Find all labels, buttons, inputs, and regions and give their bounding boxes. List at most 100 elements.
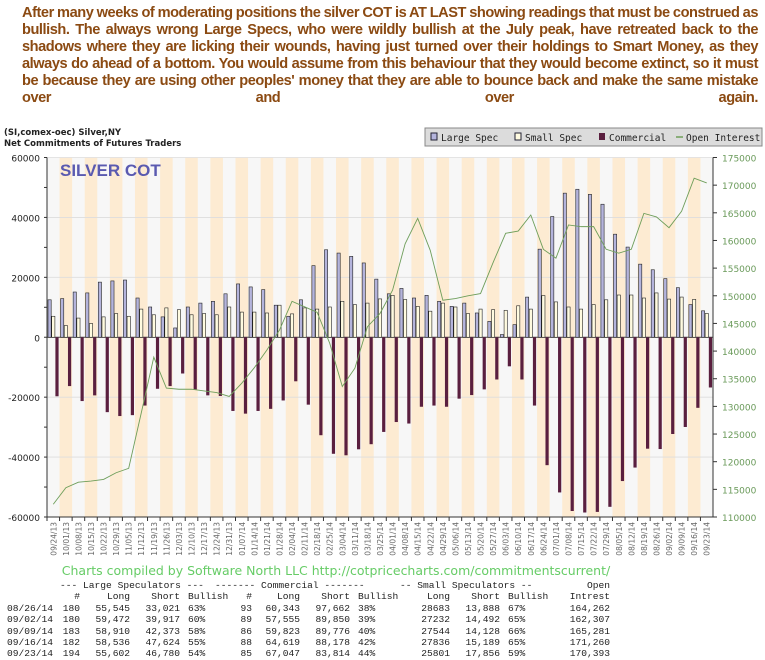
table-cell: 66%	[508, 625, 526, 637]
small-spec-bar	[126, 315, 131, 338]
table-cell: 171,260	[569, 636, 610, 648]
table-cell: 63%	[188, 603, 206, 614]
commercial-bar	[331, 337, 336, 454]
x-tick-label: 04/22/14	[426, 522, 435, 556]
x-tick-label: 08/19/14	[640, 522, 649, 556]
commentary-text: After many weeks of moderating positions…	[22, 5, 758, 106]
small-spec-bar	[554, 301, 558, 338]
small-spec-bar	[667, 298, 671, 338]
y2-tick-label: 150000	[722, 293, 757, 303]
table-header: Long	[106, 591, 130, 602]
large-spec-bar	[110, 280, 115, 338]
table-cell: 170,393	[569, 648, 610, 660]
x-tick-label: 10/29/13	[112, 522, 121, 556]
large-spec-bar	[701, 310, 705, 338]
x-tick-label: 10/01/13	[62, 522, 71, 556]
large-spec-bar	[638, 263, 643, 338]
table-cell: 14,128	[465, 625, 500, 637]
large-spec-bar	[299, 299, 303, 338]
small-spec-bar	[503, 309, 508, 338]
small-spec-bar	[340, 300, 345, 338]
commercial-bar	[105, 337, 109, 413]
small-spec-bar	[679, 296, 684, 338]
table-cell: 180	[62, 603, 80, 614]
small-spec-bar	[566, 306, 571, 338]
open-interest-line	[52, 177, 707, 505]
large-spec-bar	[60, 298, 65, 338]
small-spec-bar	[466, 313, 470, 338]
large-spec-bar	[688, 304, 693, 338]
x-tick-label: 02/25/14	[326, 522, 335, 556]
large-spec-bar	[424, 295, 429, 338]
x-tick-label: 01/21/14	[263, 522, 272, 556]
table-row-date: 09/23/14	[7, 648, 54, 660]
x-tick-label: 05/13/14	[464, 522, 473, 556]
large-spec-bar	[361, 262, 366, 338]
x-tick-label: 05/20/14	[477, 522, 486, 556]
small-spec-bar	[239, 311, 244, 338]
table-cell: 38%	[358, 603, 376, 614]
large-spec-bar	[537, 248, 542, 338]
table-cell: 33,021	[145, 603, 180, 614]
x-tick-label: 05/27/14	[489, 522, 498, 556]
commercial-bar	[369, 337, 373, 445]
x-tick-label: 01/14/14	[250, 522, 259, 556]
chart-header-line2: Net Commitments of Futures Traders	[4, 139, 181, 149]
y2-tick-label: 160000	[722, 237, 757, 247]
large-spec-bar	[562, 192, 567, 338]
small-spec-bar	[604, 299, 609, 338]
small-spec-bar	[428, 310, 433, 338]
table-cell: 42,373	[145, 625, 180, 637]
small-spec-bar	[692, 299, 697, 338]
table-row-date: 08/26/14	[7, 603, 54, 614]
table-cell: 55,602	[95, 648, 130, 660]
x-tick-label: 09/24/13	[49, 522, 58, 556]
small-spec-bar	[453, 306, 458, 338]
commercial-bar	[269, 337, 273, 409]
table-cell: 27544	[421, 625, 450, 637]
x-tick-label: 03/25/14	[376, 522, 385, 556]
table-cell: 162,307	[569, 614, 610, 626]
x-tick-label: 11/12/13	[137, 522, 146, 556]
large-spec-bar	[462, 302, 467, 338]
small-spec-bar	[290, 313, 294, 338]
small-spec-bar	[101, 316, 106, 338]
small-spec-bar	[365, 302, 370, 338]
table-cell: 60%	[188, 614, 206, 626]
legend: Large Spec Small Spec Commercial Open In…	[424, 127, 763, 147]
large-spec-bar	[374, 278, 379, 338]
large-spec-bar	[85, 292, 90, 338]
table-cell: 64,619	[265, 636, 300, 648]
table-cell: 25801	[421, 648, 450, 660]
small-spec-bar	[390, 295, 395, 338]
large-spec-bar	[474, 312, 479, 338]
large-spec-bar	[173, 327, 178, 338]
legend-label-large-spec: Large Spec	[441, 133, 498, 144]
x-tick-label: 06/17/14	[527, 522, 536, 556]
table-cell: 15,189	[465, 636, 500, 648]
table-cell: 54%	[188, 648, 206, 660]
commercial-bar	[218, 337, 222, 396]
table-cell: 88	[240, 636, 252, 648]
large-spec-bar	[261, 289, 266, 338]
table-cell: 164,262	[569, 603, 610, 614]
large-spec-bar	[625, 246, 630, 338]
table-cell: 44%	[358, 648, 376, 660]
commercial-bar	[620, 337, 625, 482]
x-tick-label: 03/18/14	[363, 522, 372, 556]
small-spec-bar	[642, 297, 646, 338]
legend-label-small-spec: Small Spec	[525, 133, 582, 144]
table-cell: 165,281	[569, 625, 610, 637]
table-row-date: 09/02/14	[7, 614, 54, 626]
large-spec-bar	[399, 288, 404, 338]
chart-header-line1: (SI,comex-oec) Silver,NY	[4, 128, 122, 138]
x-tick-label: 01/28/14	[275, 522, 284, 556]
x-tick-label: 06/24/14	[539, 522, 548, 556]
table-cell: 47,624	[145, 636, 180, 648]
small-spec-bar	[616, 294, 621, 338]
commercial-bar	[319, 337, 323, 436]
table-cell: 183	[62, 625, 80, 637]
table-header: Short	[471, 591, 500, 602]
credit-text: Charts compiled by Software North LLC ht…	[62, 563, 611, 578]
commercial-bar	[457, 337, 461, 399]
